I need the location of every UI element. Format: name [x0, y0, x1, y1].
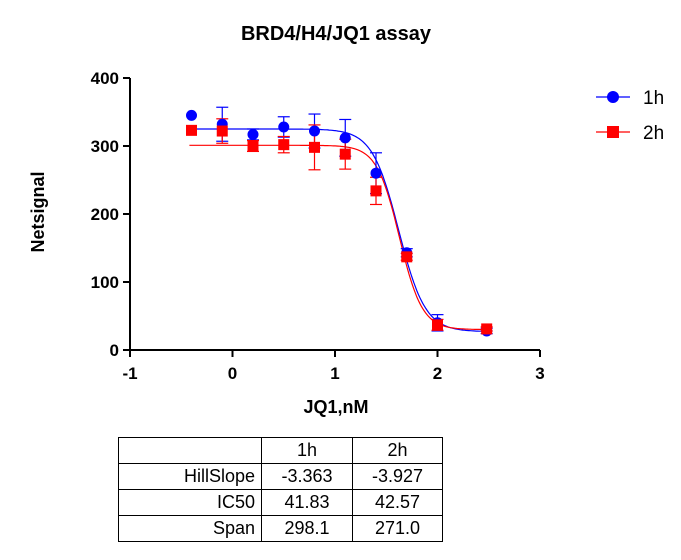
y-tick-label: 200: [91, 205, 119, 224]
data-point-2h: [432, 319, 443, 331]
legend-label-1h: 1h: [643, 88, 664, 109]
data-point-2h: [309, 141, 320, 153]
data-point-1h: [339, 132, 351, 144]
data-point-2h: [401, 251, 413, 263]
fit-curve-1h: [189, 128, 487, 332]
x-tick-label: 3: [535, 364, 544, 383]
legend-marker-2h: [607, 126, 619, 138]
fit-curve-2h: [189, 144, 487, 331]
parameter-table: 1h 2h HillSlope -3.363 -3.927 IC50 41.83…: [118, 437, 443, 542]
table-cell: -3.363: [261, 463, 353, 490]
x-tick-label: 1: [330, 364, 339, 383]
table-row: Span 298.1 271.0: [118, 515, 443, 542]
table-cell: 298.1: [261, 515, 353, 542]
table-header-row: 1h 2h: [118, 437, 443, 464]
data-point-2h: [481, 323, 493, 335]
legend-label-2h: 2h: [643, 123, 664, 144]
y-tick-label: 0: [110, 341, 119, 360]
chart-title: BRD4/H4/JQ1 assay: [241, 23, 432, 45]
y-tick-label: 100: [91, 273, 119, 292]
data-point-1h: [309, 125, 320, 137]
table-row: HillSlope -3.363 -3.927: [118, 463, 443, 490]
data-point-1h: [186, 109, 197, 121]
fit-curves: [189, 128, 487, 332]
data-point-2h: [339, 148, 351, 160]
table-header-cell: 2h: [352, 437, 443, 464]
data-point-1h: [370, 167, 382, 179]
dose-response-chart: BRD4/H4/JQ1 assay JQ1,nM Netsignal -1 0 1 2…: [28, 23, 664, 417]
legend-marker-1h: [607, 91, 619, 103]
x-axis-label: JQ1,nM: [303, 397, 368, 417]
legend: 1h 2h: [596, 88, 664, 144]
data-point-2h: [247, 140, 259, 152]
y-axis-label: Netsignal: [28, 171, 48, 252]
table-cell: 271.0: [352, 515, 443, 542]
data-point-1h: [278, 121, 290, 133]
table-cell: 42.57: [352, 489, 443, 516]
y-tick-label: 400: [91, 69, 119, 88]
table-cell: IC50: [118, 489, 262, 516]
table-header-cell: [118, 437, 262, 464]
data-point-2h: [278, 139, 290, 151]
table-cell: 41.83: [261, 489, 353, 516]
table-cell: HillSlope: [118, 463, 262, 490]
data-points: [186, 109, 493, 337]
x-tick-label: -1: [122, 364, 137, 383]
table-cell: -3.927: [352, 463, 443, 490]
table-cell: Span: [118, 515, 262, 542]
data-point-1h: [247, 128, 259, 140]
x-tick-label: 2: [433, 364, 442, 383]
data-point-2h: [186, 124, 197, 136]
table-header-cell: 1h: [261, 437, 353, 464]
data-point-2h: [216, 125, 228, 137]
y-tick-label: 300: [91, 137, 119, 156]
table-row: IC50 41.83 42.57: [118, 489, 443, 516]
x-tick-label: 0: [228, 364, 237, 383]
data-point-2h: [370, 185, 382, 197]
